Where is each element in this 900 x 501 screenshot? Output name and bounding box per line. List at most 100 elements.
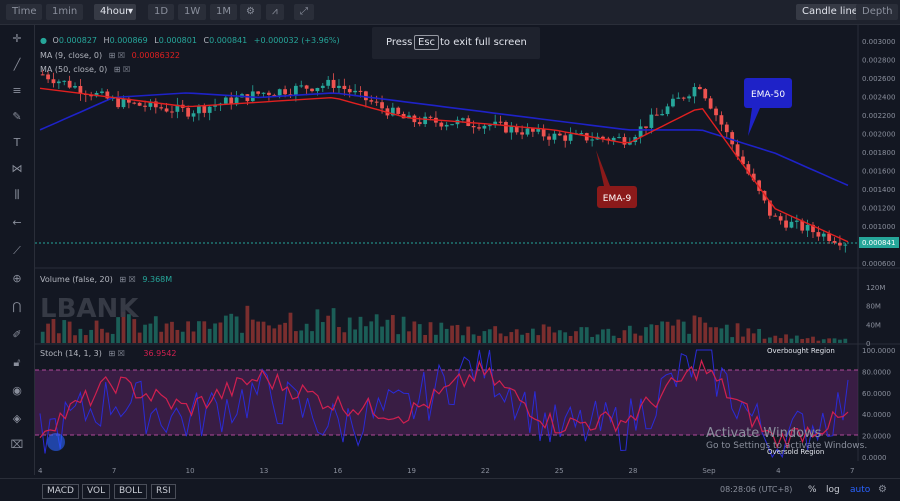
volume-value: 9.368M xyxy=(142,275,172,284)
stoch-settings-icon[interactable]: ⊞ ☒ xyxy=(108,349,124,358)
volume-bar xyxy=(574,331,578,343)
zoom-icon[interactable]: ⊕ xyxy=(12,272,22,285)
trash-icon[interactable]: ⌧ xyxy=(10,438,24,451)
last-price-tag xyxy=(859,237,899,248)
pattern-icon[interactable]: ⋈ xyxy=(11,162,23,175)
volume-tick-label: 40M xyxy=(866,321,881,329)
candle-line-button[interactable]: Candle line xyxy=(796,4,864,20)
log-toggle[interactable]: log xyxy=(826,485,840,495)
indicators-icon[interactable]: ⩘ xyxy=(266,4,284,20)
arrow-left-icon[interactable]: ← xyxy=(12,216,22,229)
interval-1min-button[interactable]: 1min xyxy=(46,4,84,20)
stoch-tick-label: 80.0000 xyxy=(862,368,891,376)
candle-body xyxy=(46,74,50,80)
crosshair-icon[interactable]: ✛ xyxy=(12,32,22,45)
overbought-label: Overbought Region xyxy=(767,347,835,355)
volume-bar xyxy=(73,335,77,343)
candle-body xyxy=(353,90,358,93)
activation-watermark: Activate Windows Go to Settings to activ… xyxy=(706,426,867,451)
candle-body xyxy=(342,85,347,90)
magnet-icon[interactable]: ⋂ xyxy=(12,300,22,313)
price-chart[interactable]: ● O0.000827 H0.000869 L0.000801 C0.00084… xyxy=(0,24,900,479)
candle-body xyxy=(170,111,174,113)
text-icon[interactable]: T xyxy=(13,136,21,149)
stoch-d-value: 36.9542 xyxy=(143,349,176,358)
stoch-tick-label: 40.0000 xyxy=(862,411,891,419)
volume-bar xyxy=(697,317,702,343)
volume-bar xyxy=(170,321,174,343)
auto-toggle[interactable]: auto xyxy=(850,485,871,495)
clock: 08:28:06 (UTC+8) xyxy=(720,485,793,494)
chart-logo-icon xyxy=(47,433,65,451)
ema9-label: EMA-9 xyxy=(603,194,632,204)
candle-body xyxy=(207,106,212,113)
candle-body xyxy=(315,87,320,92)
gear-icon[interactable]: ⚙ xyxy=(240,4,261,20)
candle-body xyxy=(78,85,83,94)
fib-icon[interactable]: ⫼ xyxy=(14,188,20,201)
macd-button[interactable]: MACD xyxy=(42,484,79,499)
boll-button[interactable]: BOLL xyxy=(114,484,148,499)
volume-bar xyxy=(504,336,508,343)
interval-1m-button[interactable]: 1M xyxy=(210,4,237,20)
volume-bar xyxy=(240,332,244,343)
bottom-bar: MACD VOL BOLL RSI 08:28:06 (UTC+8) % log… xyxy=(0,478,900,501)
interval-4hour-button[interactable]: 4hour xyxy=(94,4,136,20)
volume-bar xyxy=(487,329,492,343)
legend-h-label: H xyxy=(104,36,110,45)
volume-bar xyxy=(509,332,514,343)
time-tick-label: 19 xyxy=(407,467,416,475)
candle-body xyxy=(159,107,164,109)
brush-icon[interactable]: ✎ xyxy=(12,110,22,123)
candle-body xyxy=(358,90,363,92)
time-axis: 4 7 10 13 16 19 22 25 28 Sep 4 7 xyxy=(38,467,854,475)
candle-body xyxy=(504,122,508,133)
volume-bar xyxy=(412,321,417,343)
ruler-icon[interactable]: ⟋ xyxy=(13,244,21,257)
candle-body xyxy=(827,233,832,242)
time-button[interactable]: Time xyxy=(6,4,43,20)
volume-bar xyxy=(498,333,503,343)
fullscreen-icon[interactable]: ⤢ xyxy=(294,4,314,20)
pencil-lock-icon[interactable]: ✐ xyxy=(12,328,22,341)
interval-1w-button[interactable]: 1W xyxy=(178,4,207,20)
rsi-button[interactable]: RSI xyxy=(151,484,176,499)
interval-1d-button[interactable]: 1D xyxy=(148,4,175,20)
vol-button[interactable]: VOL xyxy=(82,484,111,499)
candle-body xyxy=(450,124,454,126)
volume-bar xyxy=(617,337,621,343)
volume-bar xyxy=(250,319,255,343)
candle-body xyxy=(687,96,691,99)
lock-icon[interactable]: 🔓︎ xyxy=(13,356,21,369)
candle-body xyxy=(283,89,287,95)
legend-icon: ● xyxy=(40,36,47,45)
volume-bar xyxy=(735,323,740,343)
candle-body xyxy=(671,98,675,107)
legend-close: 0.000841 xyxy=(209,36,247,45)
candle-body xyxy=(460,118,465,120)
ma9-settings-icon[interactable]: ⊞ ☒ xyxy=(109,51,125,60)
trend-line-icon[interactable]: ╱ xyxy=(13,58,21,71)
candle-body xyxy=(724,124,729,133)
candle-body xyxy=(137,102,142,106)
time-tick-label: 16 xyxy=(333,467,342,475)
candle-body xyxy=(751,173,756,181)
channel-icon[interactable]: ≡ xyxy=(12,84,22,97)
candle-body xyxy=(148,101,153,107)
volume-settings-icon[interactable]: ⊞ ☒ xyxy=(119,275,135,284)
volume-bar xyxy=(557,330,562,343)
volume-bar xyxy=(789,338,794,343)
price-tick-label: 0.002200 xyxy=(862,112,895,120)
price-tick-label: 0.002400 xyxy=(862,94,895,102)
candle-body xyxy=(676,97,681,99)
percent-toggle[interactable]: % xyxy=(808,485,817,495)
depth-button[interactable]: Depth xyxy=(856,4,899,20)
chevron-down-icon[interactable]: ▾ xyxy=(128,4,136,20)
ma50-settings-icon[interactable]: ⊞ ☒ xyxy=(114,65,130,74)
eye-icon[interactable]: ◉ xyxy=(12,384,22,397)
settings-icon[interactable]: ⚙ xyxy=(878,484,887,495)
candle-body xyxy=(100,91,104,93)
layers-icon[interactable]: ◈ xyxy=(12,412,22,425)
candle-body xyxy=(568,134,573,141)
volume-bar xyxy=(320,322,325,343)
